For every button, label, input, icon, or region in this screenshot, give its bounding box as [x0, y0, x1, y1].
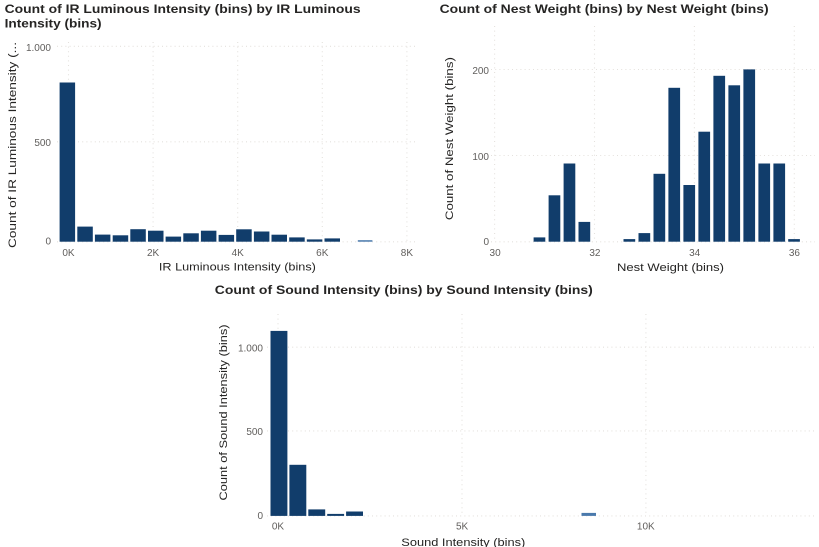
- svg-text:200: 200: [472, 66, 489, 77]
- svg-text:Count of Nest Weight (bins) by: Count of Nest Weight (bins) by Nest Weig…: [440, 2, 769, 16]
- svg-text:32: 32: [589, 248, 601, 259]
- svg-text:100: 100: [472, 152, 489, 163]
- svg-text:34: 34: [689, 248, 701, 259]
- svg-text:4K: 4K: [232, 248, 245, 259]
- svg-text:500: 500: [246, 427, 263, 438]
- svg-text:Count of Sound Intensity (bins: Count of Sound Intensity (bins) by Sound…: [215, 283, 593, 297]
- svg-text:0: 0: [483, 237, 489, 248]
- svg-text:8K: 8K: [401, 248, 414, 259]
- svg-text:IR Luminous Intensity (bins): IR Luminous Intensity (bins): [159, 262, 316, 274]
- svg-text:500: 500: [34, 138, 51, 149]
- svg-text:Intensity (bins): Intensity (bins): [5, 17, 102, 31]
- svg-text:Sound Intensity (bins): Sound Intensity (bins): [401, 537, 525, 547]
- svg-text:2K: 2K: [147, 248, 160, 259]
- svg-text:10K: 10K: [637, 521, 655, 532]
- svg-text:0K: 0K: [62, 248, 75, 259]
- svg-text:5K: 5K: [456, 521, 469, 532]
- svg-text:Count of IR Luminous Intensity: Count of IR Luminous Intensity (...: [7, 42, 19, 248]
- svg-text:Count of IR Luminous Intensity: Count of IR Luminous Intensity (bins) by…: [5, 2, 361, 16]
- svg-text:Count of Sound Intensity (bins: Count of Sound Intensity (bins): [218, 325, 230, 501]
- svg-text:0: 0: [45, 237, 51, 248]
- svg-text:Count of Nest Weight (bins): Count of Nest Weight (bins): [444, 57, 456, 220]
- svg-text:1.000: 1.000: [26, 43, 51, 54]
- svg-text:30: 30: [490, 248, 502, 259]
- svg-text:1.000: 1.000: [238, 344, 263, 355]
- svg-text:0K: 0K: [272, 521, 285, 532]
- svg-text:0: 0: [257, 511, 263, 522]
- svg-text:6K: 6K: [316, 248, 329, 259]
- svg-text:36: 36: [789, 248, 801, 259]
- svg-text:Nest Weight (bins): Nest Weight (bins): [617, 262, 724, 274]
